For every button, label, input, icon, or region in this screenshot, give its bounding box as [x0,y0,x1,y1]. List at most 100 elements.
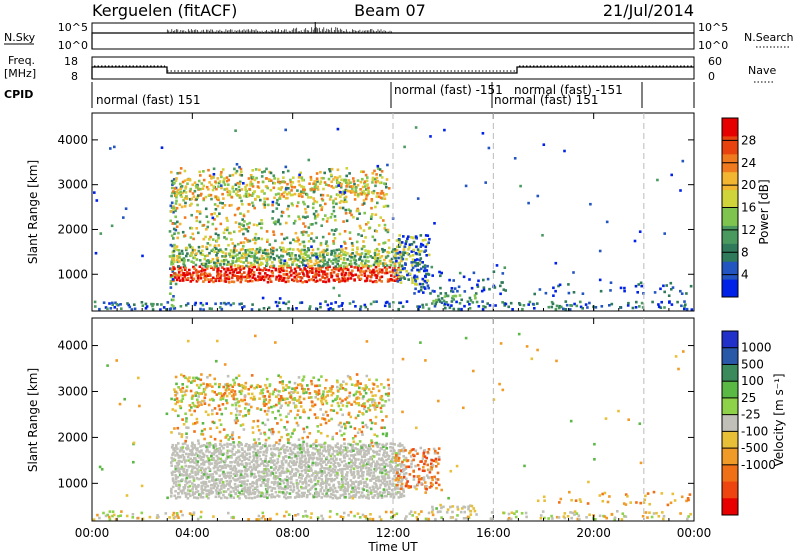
range-gate-cell [224,388,228,392]
range-gate-cell [201,399,204,403]
range-gate-cell [433,304,437,308]
range-gate-cell [249,465,253,469]
range-gate-cell [385,267,388,271]
range-gate-cell [229,464,233,468]
range-gate-cell [301,255,305,259]
range-gate-cell [300,176,304,180]
range-gate-cell [243,480,246,483]
range-gate-cell [236,253,239,257]
range-gate-cell [190,453,194,457]
range-gate-cell [397,474,400,478]
range-gate-cell [336,262,339,266]
range-gate-cell [263,409,267,413]
range-gate-cell [393,279,397,282]
range-gate-cell [221,397,225,401]
range-gate-cell [507,305,510,309]
range-gate-cell [257,437,261,441]
range-gate-cell [314,210,318,213]
range-gate-cell [210,483,214,487]
range-gate-cell [339,515,343,518]
range-gate-cell [296,424,300,427]
range-gate-cell [212,167,216,171]
range-gate-cell [337,480,340,484]
range-gate-cell [417,269,421,272]
range-gate-cell [344,388,347,391]
range-gate-cell [206,265,209,268]
range-gate-cell [331,262,335,265]
range-gate-cell [333,464,336,468]
range-gate-cell [204,393,207,396]
range-gate-cell [179,266,182,269]
range-gate-cell [189,460,192,464]
range-gate-cell [263,432,267,436]
range-gate-cell [507,512,511,516]
range-gate-cell [315,384,319,388]
range-gate-cell [198,265,202,268]
range-gate-cell [640,301,644,305]
range-gate-cell [374,249,377,252]
range-gate-cell [341,261,345,265]
range-gate-cell [226,452,229,455]
range-gate-cell [294,462,298,465]
range-gate-cell [283,451,287,455]
range-gate-cell [373,229,377,233]
range-gate-cell [279,188,283,191]
range-gate-cell [209,235,212,239]
range-gate-cell [421,261,424,264]
range-gate-cell [296,240,299,243]
range-gate-cell [318,454,322,458]
range-gate-cell [201,422,205,425]
range-gate-cell [560,305,563,309]
range-gate-cell [359,188,362,191]
range-gate-cell [377,478,381,482]
range-gate-cell [539,514,543,517]
range-gate-cell [176,467,180,470]
range-gate-cell [326,194,329,197]
range-gate-cell [251,169,254,172]
range-gate-cell [184,439,187,443]
range-gate-cell [552,286,555,290]
range-gate-cell [238,491,241,494]
range-gate-cell [207,457,210,460]
range-gate-cell [281,491,285,494]
range-gate-cell [383,182,386,185]
range-gate-cell [205,445,208,448]
range-gate-cell [346,374,350,378]
range-gate-cell [219,443,222,446]
range-gate-cell [182,423,186,426]
range-gate-cell [186,455,190,459]
range-gate-cell [379,458,383,462]
range-gate-cell [383,475,386,478]
range-gate-cell [228,482,231,485]
range-gate-cell [251,248,254,251]
range-gate-cell [341,399,344,403]
range-gate-cell [339,488,342,492]
range-gate-cell [354,480,358,483]
range-gate-cell [359,255,362,258]
range-gate-cell [293,219,297,223]
range-gate-cell [265,263,269,266]
range-gate-cell [171,453,174,457]
range-gate-cell [185,468,189,472]
range-gate-cell [214,382,217,386]
range-gate-cell [360,430,364,434]
range-gate-cell [319,241,323,245]
range-gate-cell [367,497,370,500]
range-gate-cell [181,386,185,390]
range-gate-cell [336,127,340,131]
range-gate-cell [111,510,115,513]
range-gate-cell [195,197,198,201]
range-gate-cell [356,486,360,489]
range-gate-cell [433,222,436,225]
range-gate-cell [419,261,422,264]
range-gate-cell [388,305,391,308]
range-gate-cell [315,456,319,460]
range-gate-cell [211,390,214,393]
range-gate-cell [399,493,402,497]
range-gate-cell [292,271,295,275]
range-gate-cell [357,476,360,479]
range-gate-cell [307,247,310,250]
range-gate-cell [232,397,236,401]
range-gate-cell [245,256,248,260]
range-gate-cell [282,248,285,252]
